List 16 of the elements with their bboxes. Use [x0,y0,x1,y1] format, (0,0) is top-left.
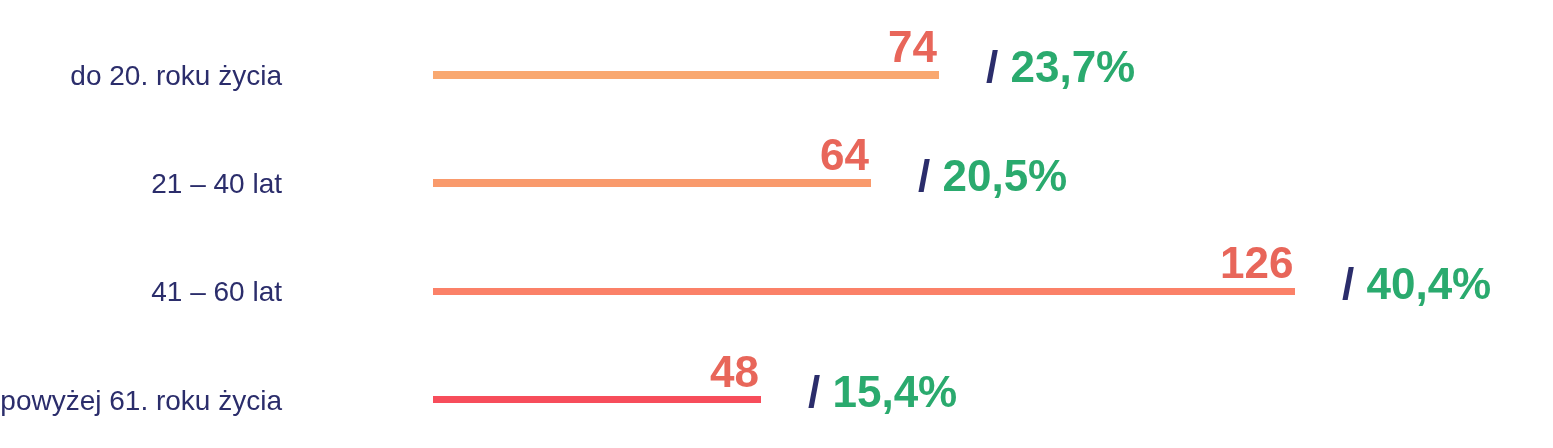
bar [433,288,1295,295]
y-tick-label: 41 – 60 lat [151,276,283,308]
y-tick-label: do 20. roku życia [70,59,283,91]
annotation: / 40,4% [1342,259,1492,308]
data-label: 64 [820,130,870,179]
annotation: / 15,4% [808,367,958,416]
bar [433,179,871,187]
bar [433,396,761,403]
annotation: / 20,5% [918,151,1068,200]
y-tick-label: 21 – 40 lat [151,168,283,199]
y-tick-label: powyżej 61. roku życia [0,384,283,416]
data-label: 74 [888,22,938,71]
data-label: 48 [710,347,759,396]
bar [433,71,939,79]
annotation: / 23,7% [986,42,1136,91]
data-label: 126 [1220,238,1294,287]
